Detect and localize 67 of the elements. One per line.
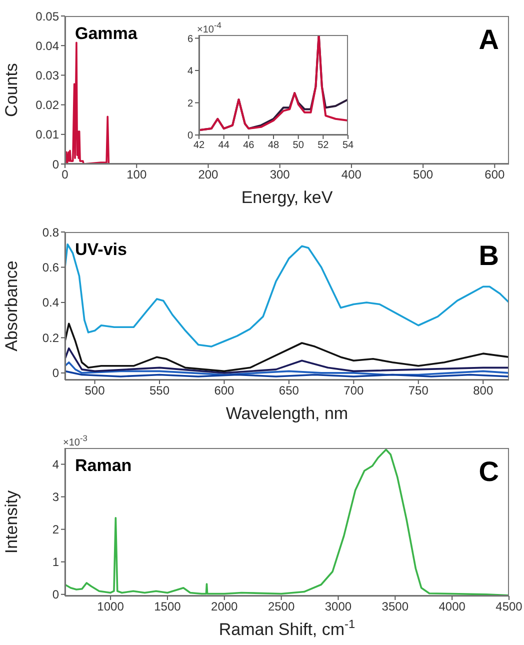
x-tick-label: 550 xyxy=(149,384,170,398)
y-tick-label: 0.01 xyxy=(36,128,60,142)
y-tick-label: 4 xyxy=(187,66,194,78)
y-tick-label: 0.03 xyxy=(36,68,60,82)
x-tick-label: 650 xyxy=(278,384,300,398)
y-tick-label: 0.04 xyxy=(36,38,60,53)
y-tick-label: 0.6 xyxy=(42,260,60,274)
x-axis-title: Energy, keV xyxy=(241,188,334,207)
x-tick-label: 800 xyxy=(473,384,494,398)
annotation: ×10$^{-3}$ xyxy=(63,433,88,448)
x-tick-label: 42 xyxy=(193,140,205,152)
y-tick-label: 0 xyxy=(52,157,60,172)
x-tick-label: 600 xyxy=(214,384,235,398)
y-tick-label: 2 xyxy=(187,98,194,110)
x-tick-label: 4000 xyxy=(438,600,466,614)
text: UV-vis xyxy=(75,240,127,260)
x-tick-label: 3000 xyxy=(324,600,352,614)
x-tick-label: 100 xyxy=(126,168,147,182)
x-tick-label: 400 xyxy=(341,168,362,182)
x-tick-label: 52 xyxy=(318,140,330,152)
x-axis-title: Raman Shift, cm$^{-1}$ xyxy=(218,617,356,639)
y-tick-label: 3 xyxy=(52,490,60,504)
x-tick-label: 2000 xyxy=(211,600,238,614)
x-tick-label: 54 xyxy=(342,140,354,152)
y-tick-label: 0 xyxy=(187,130,194,142)
x-tick-label: 500 xyxy=(413,168,434,182)
y-axis-title: Counts xyxy=(2,63,22,117)
y-axis-title: Intensity xyxy=(2,490,22,554)
y-axis-title: Absorbance xyxy=(2,260,22,352)
y-tick-label: 0.05 xyxy=(36,9,60,24)
y-tick-label: 4 xyxy=(52,458,60,472)
y-tick-label: 0.4 xyxy=(42,296,60,310)
y-tick-label: 0.8 xyxy=(42,225,60,240)
x-tick-label: 48 xyxy=(268,140,280,152)
line-series xyxy=(65,361,509,376)
x-tick-label: 700 xyxy=(344,384,364,398)
text: Gamma xyxy=(75,24,138,44)
line-series xyxy=(65,243,509,348)
x-tick-label: 300 xyxy=(270,168,290,182)
x-tick-label: 44 xyxy=(218,140,230,152)
x-tick-label: 200 xyxy=(198,168,219,182)
x-tick-label: 500 xyxy=(84,384,106,398)
y-tick-label: 0.02 xyxy=(36,98,60,112)
y-tick-label: 2 xyxy=(52,522,60,537)
x-axis-title: Wavelength, nm xyxy=(226,404,348,423)
x-tick-label: 1500 xyxy=(154,600,182,614)
y-tick-label: 6 xyxy=(187,34,194,45)
x-tick-label: 2500 xyxy=(268,600,295,614)
x-tick-label: 46 xyxy=(243,140,255,152)
x-tick-label: 600 xyxy=(484,168,506,182)
x-tick-label: 1000 xyxy=(97,600,124,614)
y-tick-label: 0 xyxy=(52,588,60,602)
line-series xyxy=(65,322,509,372)
annotation: A xyxy=(478,24,499,55)
annotation: ×10$^{-4}$ xyxy=(197,20,222,36)
x-tick-label: 50 xyxy=(292,140,304,152)
line-series xyxy=(65,347,509,374)
x-tick-label: 0 xyxy=(62,168,69,182)
y-tick-label: 0.2 xyxy=(42,330,60,345)
annotation: B xyxy=(478,240,499,271)
x-tick-label: 3500 xyxy=(382,600,409,614)
annotation: C xyxy=(478,456,499,487)
y-tick-label: 0 xyxy=(52,366,60,380)
x-tick-label: 4500 xyxy=(496,600,523,614)
x-tick-label: 750 xyxy=(408,384,429,398)
text: Raman xyxy=(75,456,132,476)
y-tick-label: 1 xyxy=(52,555,60,570)
